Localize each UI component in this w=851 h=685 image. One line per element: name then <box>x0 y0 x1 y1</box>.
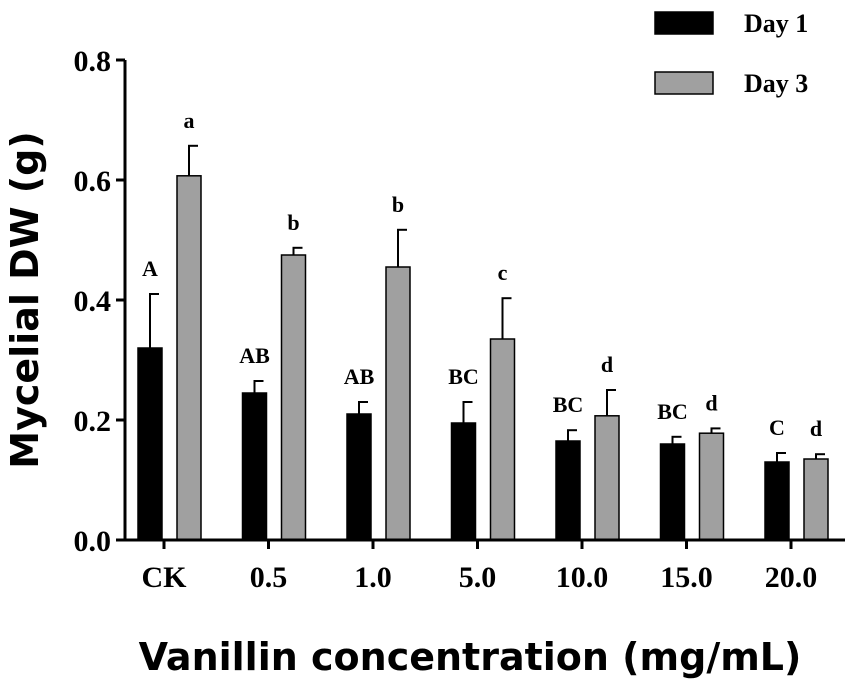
x-tick-label: 0.5 <box>250 561 288 594</box>
bar-day-1-20.0 <box>764 461 790 541</box>
bar-day-1-CK <box>137 347 163 541</box>
x-tick-label: 20.0 <box>765 561 818 594</box>
bar-day-1-15.0 <box>659 443 686 541</box>
y-tick-label: 0.0 <box>74 525 112 558</box>
legend-label: Day 3 <box>744 69 808 98</box>
y-tick-label: 0.8 <box>74 45 112 78</box>
significance-label: BC <box>553 392 584 417</box>
legend-label: Day 1 <box>744 9 808 38</box>
x-tick-label: 1.0 <box>354 561 392 594</box>
bar-day-3-CK <box>176 175 202 541</box>
significance-label: A <box>142 256 158 281</box>
bar-day-3-15.0 <box>698 432 725 541</box>
bar-day-3-10.0 <box>594 415 620 541</box>
significance-label: c <box>498 260 508 285</box>
bar-day-3-20.0 <box>803 458 829 541</box>
y-tick-label: 0.6 <box>74 165 112 198</box>
legend-swatch-day-1 <box>654 11 714 35</box>
significance-label: BC <box>448 364 479 389</box>
bar-day-3-0.5 <box>280 254 307 541</box>
y-tick-label: 0.4 <box>74 285 112 318</box>
legend: Day 1 Day 3 <box>654 9 808 98</box>
bar-day-1-5.0 <box>450 422 477 541</box>
significance-label: d <box>601 352 613 377</box>
x-tick-label: 5.0 <box>459 561 497 594</box>
y-tick-label: 0.2 <box>74 405 112 438</box>
significance-label: a <box>184 108 195 133</box>
significance-label: BC <box>657 399 688 424</box>
x-tick-label: CK <box>142 561 188 594</box>
significance-label: AB <box>239 343 270 368</box>
significance-label: d <box>810 416 822 441</box>
y-axis-title: Mycelial DW (g) <box>3 131 47 468</box>
significance-label: d <box>705 390 717 415</box>
bar-day-1-1.0 <box>346 413 372 541</box>
bars-layer <box>137 144 829 541</box>
legend-swatch-day-3 <box>654 71 714 95</box>
bar-day-1-0.5 <box>241 392 268 541</box>
significance-label: b <box>392 192 404 217</box>
bar-day-3-5.0 <box>489 338 516 541</box>
bar-day-3-1.0 <box>385 266 411 541</box>
significance-label: AB <box>344 364 375 389</box>
x-tick-label: 15.0 <box>660 561 713 594</box>
labels-layer: Aa CK AB b 0.5 AB b 1.0 BC c 5.0 BC d 10.0 BC d 15.0 C d 20… <box>142 108 823 594</box>
bar-day-1-10.0 <box>555 440 581 541</box>
significance-label: b <box>287 210 299 235</box>
x-tick-label: 10.0 <box>556 561 609 594</box>
significance-label: C <box>769 415 785 440</box>
x-axis-title: Vanillin concentration (mg/mL) <box>139 635 802 679</box>
axes-layer: 0.0 0.2 0.4 0.6 0.8 <box>74 45 845 558</box>
